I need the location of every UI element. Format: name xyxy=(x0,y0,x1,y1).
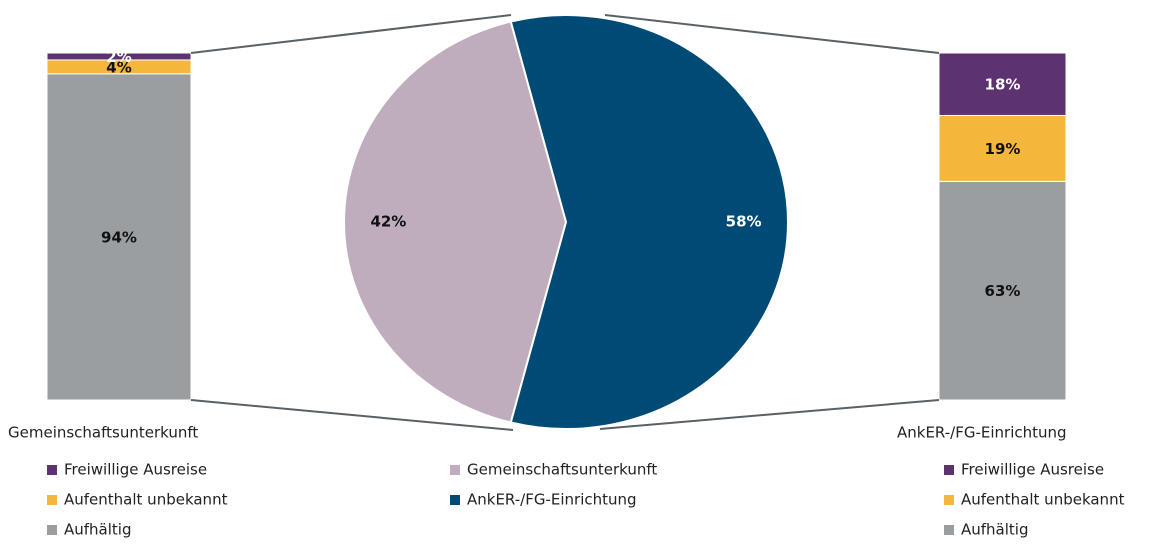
data-label: 94% xyxy=(101,228,137,246)
pie-slice xyxy=(343,20,568,424)
data-label: 4% xyxy=(106,58,131,76)
data-label: 2% xyxy=(106,48,131,66)
legend-swatch xyxy=(47,525,57,535)
legend-swatch xyxy=(944,465,954,475)
connector xyxy=(604,14,940,54)
data-label: 18% xyxy=(985,76,1021,94)
data-label: 19% xyxy=(985,140,1021,158)
legend-label: Aufhältig xyxy=(961,521,1029,539)
legend-label: AnkER-/FG-Einrichtung xyxy=(467,491,637,509)
legend-label: Aufenthalt unbekannt xyxy=(64,491,228,509)
bar-segment xyxy=(938,114,1067,182)
connector xyxy=(190,399,514,431)
legend-swatch xyxy=(47,495,57,505)
data-label: 58% xyxy=(726,213,762,231)
category-label: AnkER-/FG-Einrichtung xyxy=(897,424,1067,442)
category-label: Gemeinschaftsunterkunft xyxy=(8,424,198,442)
legend-swatch xyxy=(944,495,954,505)
legend-label: Gemeinschaftsunterkunft xyxy=(467,461,657,479)
legend-label: Aufenthalt unbekannt xyxy=(961,491,1125,509)
legend-swatch xyxy=(450,495,460,505)
connector xyxy=(599,399,940,430)
pie-slice xyxy=(509,14,789,430)
bar-segment xyxy=(938,180,1067,401)
legend-label: Aufhältig xyxy=(64,521,132,539)
bar-segment xyxy=(46,52,192,61)
connector xyxy=(190,14,512,54)
legend-swatch xyxy=(450,465,460,475)
data-label: 42% xyxy=(370,213,406,231)
data-label: 63% xyxy=(985,282,1021,300)
legend-swatch xyxy=(944,525,954,535)
bar-segment xyxy=(46,73,192,401)
legend-label: Freiwillige Ausreise xyxy=(961,461,1104,479)
legend-label: Freiwillige Ausreise xyxy=(64,461,207,479)
legend-swatch xyxy=(47,465,57,475)
bar-segment xyxy=(938,52,1067,116)
